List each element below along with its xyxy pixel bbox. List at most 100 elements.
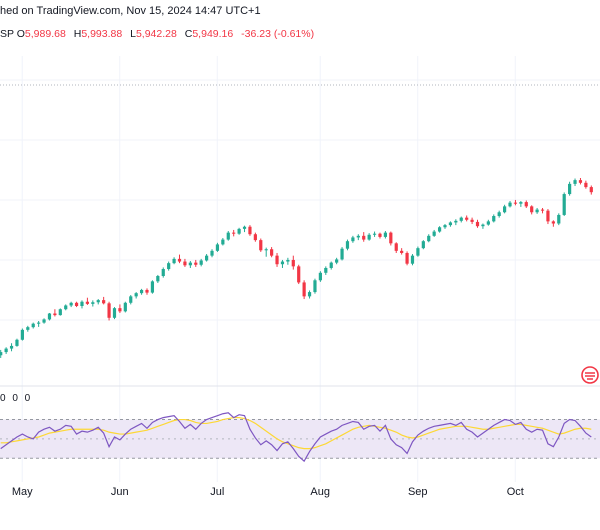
rsi-line [0, 412, 592, 463]
candle [194, 259, 198, 267]
chart-header: hed on TradingView.com, Nov 15, 2024 14:… [0, 0, 600, 56]
candle-body [578, 180, 583, 183]
candle [297, 264, 301, 285]
candle [481, 223, 485, 229]
candle [540, 207, 545, 214]
candle [437, 226, 442, 233]
rsi-pane [0, 412, 600, 463]
candle-body [112, 308, 117, 318]
x-axis: MayJunJulAugSepOctNov [12, 486, 524, 498]
candle-body [107, 303, 111, 318]
candle [80, 300, 84, 309]
tradingview-logo-icon[interactable] [581, 366, 599, 384]
candle-body [486, 221, 490, 225]
candle [486, 219, 490, 226]
candle-body [432, 231, 436, 236]
grid-lines [0, 56, 600, 482]
candle-body [264, 249, 268, 251]
candle-body [568, 183, 572, 195]
candle [205, 254, 209, 262]
candle-body [345, 241, 350, 249]
candle [107, 301, 111, 321]
candle-body [410, 255, 415, 264]
candle [15, 338, 19, 347]
candle-body [215, 244, 220, 251]
candle [378, 232, 382, 239]
candle [259, 238, 263, 252]
candle-body [280, 261, 285, 265]
candle [546, 209, 550, 225]
candle-body [47, 313, 52, 320]
candle-body [340, 248, 344, 260]
open-label: O [16, 28, 25, 40]
candle-body [139, 289, 144, 294]
change-value: -36.23 (-0.61%) [241, 28, 315, 40]
candle-body [134, 293, 138, 297]
candle [232, 229, 236, 237]
high-label: H [73, 28, 82, 40]
candle-body [475, 221, 480, 227]
candle [199, 258, 203, 267]
candle [421, 240, 425, 250]
candle [568, 181, 572, 196]
candle-body [15, 339, 19, 346]
candle [102, 296, 106, 305]
candle-body [42, 319, 46, 323]
candle-body [4, 348, 8, 353]
rsi-ma-line [0, 417, 592, 450]
candle-body [383, 232, 387, 237]
candle-body [80, 301, 84, 307]
candle [372, 231, 377, 237]
candle [443, 224, 447, 229]
candle-body [421, 241, 425, 249]
low-label: L [130, 28, 136, 40]
candle-body [253, 234, 257, 241]
candle [459, 216, 463, 223]
candle-body [0, 352, 3, 356]
candle-body [573, 180, 577, 184]
candle [394, 242, 398, 253]
candle [291, 255, 295, 270]
candle-body [259, 240, 263, 251]
candle [183, 258, 187, 267]
candle-body [188, 262, 192, 266]
candle-body [535, 209, 539, 213]
candle [530, 205, 534, 215]
candle-body [58, 309, 62, 316]
x-tick-label: Sep [408, 486, 428, 498]
candle [188, 261, 192, 268]
candle-body [102, 300, 106, 304]
candle-body [557, 214, 561, 224]
candle [177, 254, 182, 264]
candle-body [177, 258, 182, 262]
candle-body [156, 276, 160, 282]
candle [64, 304, 68, 311]
candle [302, 280, 306, 300]
candle [47, 312, 52, 321]
candle [351, 235, 355, 243]
candle-body [226, 232, 230, 240]
candle [270, 247, 274, 258]
candle-body [31, 323, 35, 328]
candle [405, 251, 409, 266]
candle-body [318, 272, 322, 281]
candle [503, 204, 507, 214]
candle [416, 246, 420, 257]
candle-body [497, 212, 501, 217]
candle-body [551, 221, 555, 224]
candle [129, 295, 133, 305]
symbol-fragment: SP [0, 28, 14, 40]
candle-body [26, 327, 30, 330]
candle [85, 297, 89, 305]
candle-body [286, 259, 290, 262]
candle [492, 214, 496, 223]
candle [551, 220, 555, 227]
candle-body [291, 259, 295, 267]
candle-body [481, 224, 485, 227]
candle-body [519, 202, 523, 204]
candle-body [270, 249, 274, 256]
candle [221, 237, 225, 246]
candle-body [275, 255, 279, 265]
candle-body [437, 227, 442, 232]
